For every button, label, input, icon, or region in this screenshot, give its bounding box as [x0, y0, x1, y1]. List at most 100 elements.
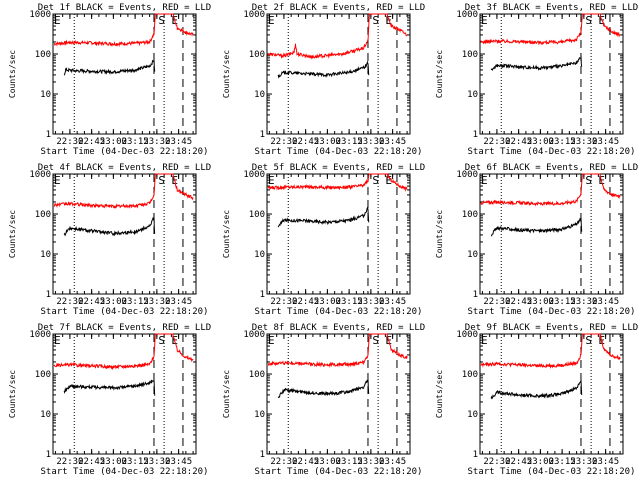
- y-axis-label: Counts/sec: [222, 50, 231, 98]
- event-marker-label: E: [268, 174, 275, 187]
- series-line-events-black: [490, 379, 583, 400]
- plot-frame: [266, 173, 411, 295]
- y-axis-label: Counts/sec: [222, 210, 231, 258]
- y-tick-label: 1: [46, 450, 51, 460]
- x-tick-label: 23:45: [379, 297, 406, 307]
- event-marker-label: E: [481, 334, 488, 347]
- x-tick-label: 22:45: [292, 137, 319, 147]
- x-axis-label: Start Time (04-Dec-03 22:18:20): [255, 307, 423, 317]
- y-tick-label: 10: [254, 250, 265, 260]
- x-tick-label: 23:15: [122, 457, 149, 467]
- x-tick-label: 22:45: [78, 137, 105, 147]
- x-tick-label: 22:45: [505, 297, 532, 307]
- event-marker-label: E: [481, 14, 488, 27]
- series-line-events-black: [277, 379, 370, 399]
- series-line-lld-red: [480, 173, 621, 207]
- event-marker-label: S: [585, 14, 592, 27]
- x-tick-label: 22:45: [78, 457, 105, 467]
- event-marker-label: E: [385, 174, 392, 187]
- x-tick-label: 23:00: [100, 457, 127, 467]
- x-tick-label: 22:30: [56, 457, 83, 467]
- y-tick-label: 1000: [456, 330, 478, 340]
- x-tick-label: 23:15: [549, 137, 576, 147]
- x-tick-label: 22:45: [292, 297, 319, 307]
- x-tick-label: 22:30: [483, 457, 510, 467]
- y-tick-label: 10: [40, 250, 51, 260]
- y-tick-label: 1: [46, 290, 51, 300]
- chart-title: Det 6f BLACK = Events, RED = LLD: [465, 163, 638, 173]
- event-marker-label: E: [54, 174, 61, 187]
- x-tick-label: 22:45: [292, 457, 319, 467]
- chart-title: Det 8f BLACK = Events, RED = LLD: [252, 323, 425, 333]
- chart-title: Det 7f BLACK = Events, RED = LLD: [38, 323, 211, 333]
- chart-panel-6: Det 6f BLACK = Events, RED = LLD 1 10 100 10…: [435, 163, 638, 317]
- x-tick-label: 23:00: [100, 137, 127, 147]
- y-tick-label: 100: [462, 210, 478, 220]
- y-tick-label: 100: [249, 50, 265, 60]
- x-axis-label: Start Time (04-Dec-03 22:18:20): [255, 467, 423, 477]
- x-tick-label: 23:30: [357, 297, 384, 307]
- x-tick-label: 23:15: [549, 297, 576, 307]
- x-tick-label: 22:45: [78, 297, 105, 307]
- y-tick-label: 1000: [29, 170, 51, 180]
- x-tick-label: 22:30: [56, 297, 83, 307]
- y-tick-label: 1000: [456, 170, 478, 180]
- x-tick-label: 23:30: [357, 457, 384, 467]
- chart-title: Det 4f BLACK = Events, RED = LLD: [38, 163, 211, 173]
- y-tick-label: 100: [462, 370, 478, 380]
- y-axis-label: Counts/sec: [435, 370, 444, 418]
- series-line-events-black: [63, 379, 156, 396]
- plot-frame: [479, 13, 624, 135]
- y-axis-label: Counts/sec: [8, 210, 17, 258]
- event-marker-label: S: [158, 14, 165, 27]
- x-tick-label: 23:15: [336, 457, 363, 467]
- x-tick-label: 23:00: [527, 137, 554, 147]
- x-tick-label: 23:45: [592, 137, 619, 147]
- x-axis-label: Start Time (04-Dec-03 22:18:20): [468, 467, 636, 477]
- x-tick-label: 23:30: [570, 137, 597, 147]
- series-line-lld-red: [53, 333, 194, 371]
- x-tick-label: 23:15: [122, 137, 149, 147]
- x-tick-label: 23:15: [549, 457, 576, 467]
- y-tick-label: 1000: [243, 170, 265, 180]
- event-marker-label: S: [372, 334, 379, 347]
- y-tick-label: 10: [40, 410, 51, 420]
- x-tick-label: 23:45: [165, 297, 192, 307]
- y-tick-label: 1: [473, 130, 478, 140]
- series-line-events-black: [490, 55, 583, 71]
- x-tick-label: 23:45: [379, 457, 406, 467]
- event-marker-label: S: [372, 174, 379, 187]
- chart-title: Det 2f BLACK = Events, RED = LLD: [252, 3, 425, 13]
- chart-title: Det 5f BLACK = Events, RED = LLD: [252, 163, 425, 173]
- series-line-events-black: [63, 216, 156, 237]
- x-tick-label: 23:45: [165, 457, 192, 467]
- x-tick-label: 23:45: [379, 137, 406, 147]
- chart-title: Det 9f BLACK = Events, RED = LLD: [465, 323, 638, 333]
- chart-panel-5: Det 5f BLACK = Events, RED = LLD 1 10 100 10…: [222, 163, 425, 317]
- x-axis-label: Start Time (04-Dec-03 22:18:20): [41, 307, 209, 317]
- y-axis-label: Counts/sec: [8, 370, 17, 418]
- x-tick-label: 23:00: [314, 457, 341, 467]
- x-tick-label: 23:30: [570, 457, 597, 467]
- plot-frame: [479, 333, 624, 455]
- chart-title: Det 3f BLACK = Events, RED = LLD: [465, 3, 638, 13]
- y-tick-label: 1: [260, 290, 265, 300]
- x-tick-label: 22:45: [505, 137, 532, 147]
- event-marker-label: E: [598, 14, 605, 27]
- x-tick-label: 23:30: [357, 137, 384, 147]
- y-tick-label: 1000: [456, 10, 478, 20]
- event-marker-label: E: [54, 334, 61, 347]
- x-tick-label: 23:00: [527, 297, 554, 307]
- x-tick-label: 22:30: [483, 297, 510, 307]
- y-tick-label: 1000: [29, 10, 51, 20]
- event-marker-label: E: [385, 14, 392, 27]
- y-axis-label: Counts/sec: [8, 50, 17, 98]
- series-line-lld-red: [267, 173, 408, 193]
- series-line-lld-red: [267, 13, 408, 60]
- plot-frame: [52, 333, 197, 455]
- event-marker-label: S: [585, 334, 592, 347]
- x-tick-label: 22:30: [270, 137, 297, 147]
- x-axis-label: Start Time (04-Dec-03 22:18:20): [41, 467, 209, 477]
- y-tick-label: 10: [254, 410, 265, 420]
